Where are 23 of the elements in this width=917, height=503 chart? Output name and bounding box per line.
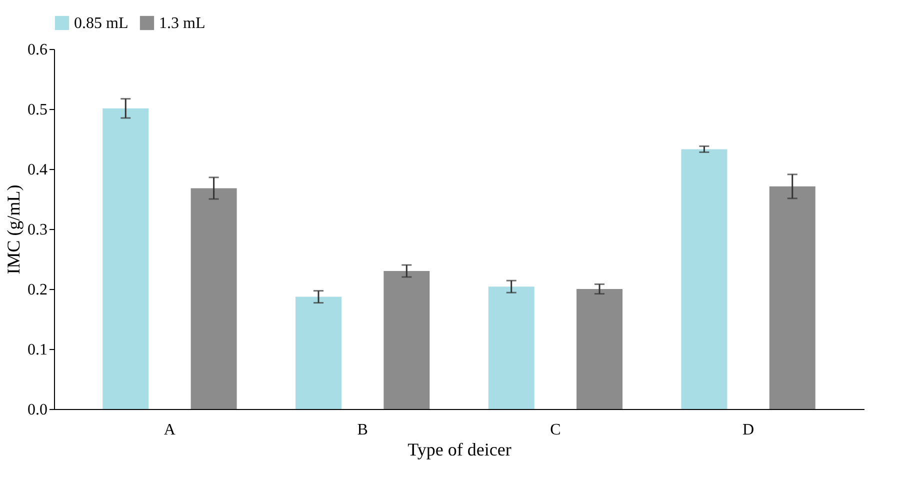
bar	[384, 271, 430, 409]
bar	[102, 108, 149, 409]
x-tick-label: B	[357, 422, 368, 438]
bar	[488, 286, 534, 409]
legend-label: 1.3 mL	[159, 15, 206, 32]
bar	[576, 289, 623, 409]
x-axis-title: Type of deicer	[408, 440, 512, 460]
bar	[190, 188, 237, 409]
y-tick-label: 0.6	[28, 42, 48, 58]
bar	[295, 296, 342, 409]
y-tick-label: 0.0	[28, 402, 48, 418]
x-tick-label: D	[742, 422, 754, 438]
x-tick-label: A	[164, 422, 176, 438]
y-tick-label: 0.3	[28, 222, 48, 238]
legend-label: 0.85 mL	[74, 15, 128, 32]
y-tick-label: 0.2	[28, 282, 48, 298]
y-tick-label: 0.1	[28, 342, 48, 358]
x-tick-label: C	[550, 422, 561, 438]
y-tick-label: 0.5	[28, 102, 48, 118]
y-tick-label: 0.4	[28, 162, 48, 178]
bar	[769, 186, 816, 409]
y-axis-title: IMC (g/mL)	[4, 184, 24, 274]
bar	[681, 149, 728, 409]
